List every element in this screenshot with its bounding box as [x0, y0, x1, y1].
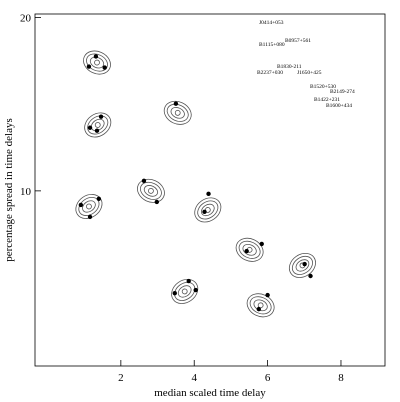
annotation: J1650+425 [297, 70, 322, 76]
point [87, 214, 93, 220]
contour-cluster [84, 112, 112, 138]
point [259, 241, 264, 247]
contour [163, 100, 192, 125]
contour-cluster [137, 178, 165, 203]
annotation: B1830-211 [277, 64, 302, 70]
contour [86, 53, 108, 72]
annotation: B1520+530 [310, 84, 336, 90]
contour [235, 237, 264, 262]
contour [177, 285, 192, 298]
contour [83, 50, 111, 75]
point [308, 273, 313, 279]
point [244, 248, 249, 254]
plot-frame [34, 13, 386, 367]
contour [194, 197, 222, 223]
point [172, 290, 177, 296]
contour [181, 288, 188, 295]
contour [242, 244, 257, 256]
contour [94, 59, 100, 66]
point [87, 125, 93, 130]
x-axis-label: median scaled time delay [154, 387, 266, 399]
contour [86, 203, 92, 210]
contour [246, 293, 275, 318]
point [96, 196, 102, 202]
contour [84, 112, 112, 138]
point [202, 209, 207, 215]
x-tick-label: 8 [338, 372, 344, 384]
point [102, 65, 107, 70]
contour [166, 103, 189, 122]
contour [174, 109, 181, 116]
point [141, 178, 147, 184]
point [265, 292, 270, 298]
contour [253, 299, 268, 312]
point [193, 287, 198, 293]
point [186, 278, 191, 284]
point [206, 191, 211, 197]
contour [140, 181, 162, 200]
contour [87, 115, 109, 135]
y-tick-label: 10 [20, 186, 32, 198]
contour [148, 187, 154, 194]
contour [288, 252, 316, 278]
contour [82, 200, 96, 213]
contour-cluster [83, 50, 111, 75]
annotation: B1600+434 [326, 103, 352, 109]
contour [291, 255, 313, 275]
annotation: J0414+053 [259, 20, 284, 26]
y-axis-label: percentage spread in time delays [3, 118, 15, 262]
contour-cluster [171, 278, 199, 304]
contour-cluster [194, 197, 222, 223]
contour-cluster [246, 293, 275, 318]
contour [197, 200, 219, 220]
contour [94, 122, 101, 128]
contour [200, 203, 215, 217]
contour [143, 185, 159, 197]
contour [170, 107, 185, 119]
contour-cluster [288, 252, 316, 278]
contour [238, 240, 261, 259]
contour [249, 296, 272, 315]
contour-cluster [163, 100, 192, 125]
point [302, 261, 307, 267]
annotation: B1422+231 [314, 97, 340, 103]
x-tick-label: 2 [118, 372, 124, 384]
contour-cluster [235, 237, 264, 262]
contour [174, 281, 196, 301]
contour [295, 259, 310, 272]
point [256, 306, 261, 312]
point [98, 114, 104, 119]
contour [171, 278, 199, 304]
point [93, 54, 99, 59]
point [86, 64, 92, 69]
y-tick-label: 20 [20, 12, 32, 24]
contour [89, 56, 105, 69]
contour [137, 178, 165, 203]
x-tick-label: 4 [191, 372, 197, 384]
contour [90, 118, 105, 132]
point [173, 101, 179, 106]
annotation: B2149-274 [330, 89, 355, 95]
annotation: B1115+080 [259, 42, 285, 48]
point [154, 199, 160, 205]
point [78, 202, 84, 208]
point [94, 128, 100, 133]
x-tick-label: 6 [265, 372, 271, 384]
annotation: B0957+561 [285, 38, 311, 44]
annotation: B2237+030 [257, 70, 283, 76]
